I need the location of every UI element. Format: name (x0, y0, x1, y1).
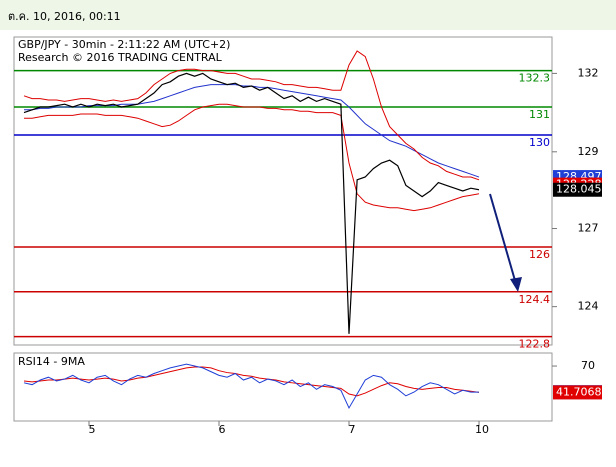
plot: 132 129 127 124 132.3 131 130 126 124.4 122.8 128.… (14, 50, 602, 436)
level-label: 132.3 (519, 72, 551, 85)
series-line (24, 103, 480, 212)
price-tag (553, 182, 602, 197)
chart-background (0, 30, 616, 467)
level-label: 130 (529, 136, 550, 149)
x-tick-label: 10 (475, 423, 489, 436)
price-tag-label: 128.045 (556, 183, 602, 196)
level-label: 131 (529, 108, 550, 121)
level-label: 122.8 (519, 338, 551, 351)
x-tick-label: 7 (349, 423, 356, 436)
level-label: 126 (529, 248, 550, 261)
series-line (23, 50, 480, 181)
chart-title: GBP/JPY - 30min - 2:11:22 AM (UTC+2) (18, 38, 230, 51)
timestamp: ต.ค. 10, 2016, 00:11 (8, 10, 121, 23)
series-line (23, 72, 480, 334)
level-label: 124.4 (519, 293, 551, 306)
forecast-arrowhead (510, 277, 522, 292)
rsi-title: RSI14 - 9MA (18, 355, 85, 368)
chart-subtitle: Research © 2016 TRADING CENTRAL (18, 51, 223, 64)
y-tick-label: 124 (578, 300, 599, 313)
x-tick-label: 5 (89, 423, 96, 436)
series-line (23, 366, 480, 397)
x-tick-label: 6 (219, 423, 226, 436)
price-tag (553, 385, 602, 400)
price-tag-label: 41.7068 (556, 385, 602, 398)
y-tick-label: 132 (578, 66, 599, 79)
rsi-panel (13, 352, 553, 422)
y-tick-label: 70 (581, 359, 595, 372)
y-tick-label: 127 (578, 222, 599, 235)
series-line (23, 363, 480, 410)
y-tick-label: 129 (578, 145, 599, 158)
forecast-arrow (489, 193, 517, 285)
price-panel (13, 36, 553, 346)
